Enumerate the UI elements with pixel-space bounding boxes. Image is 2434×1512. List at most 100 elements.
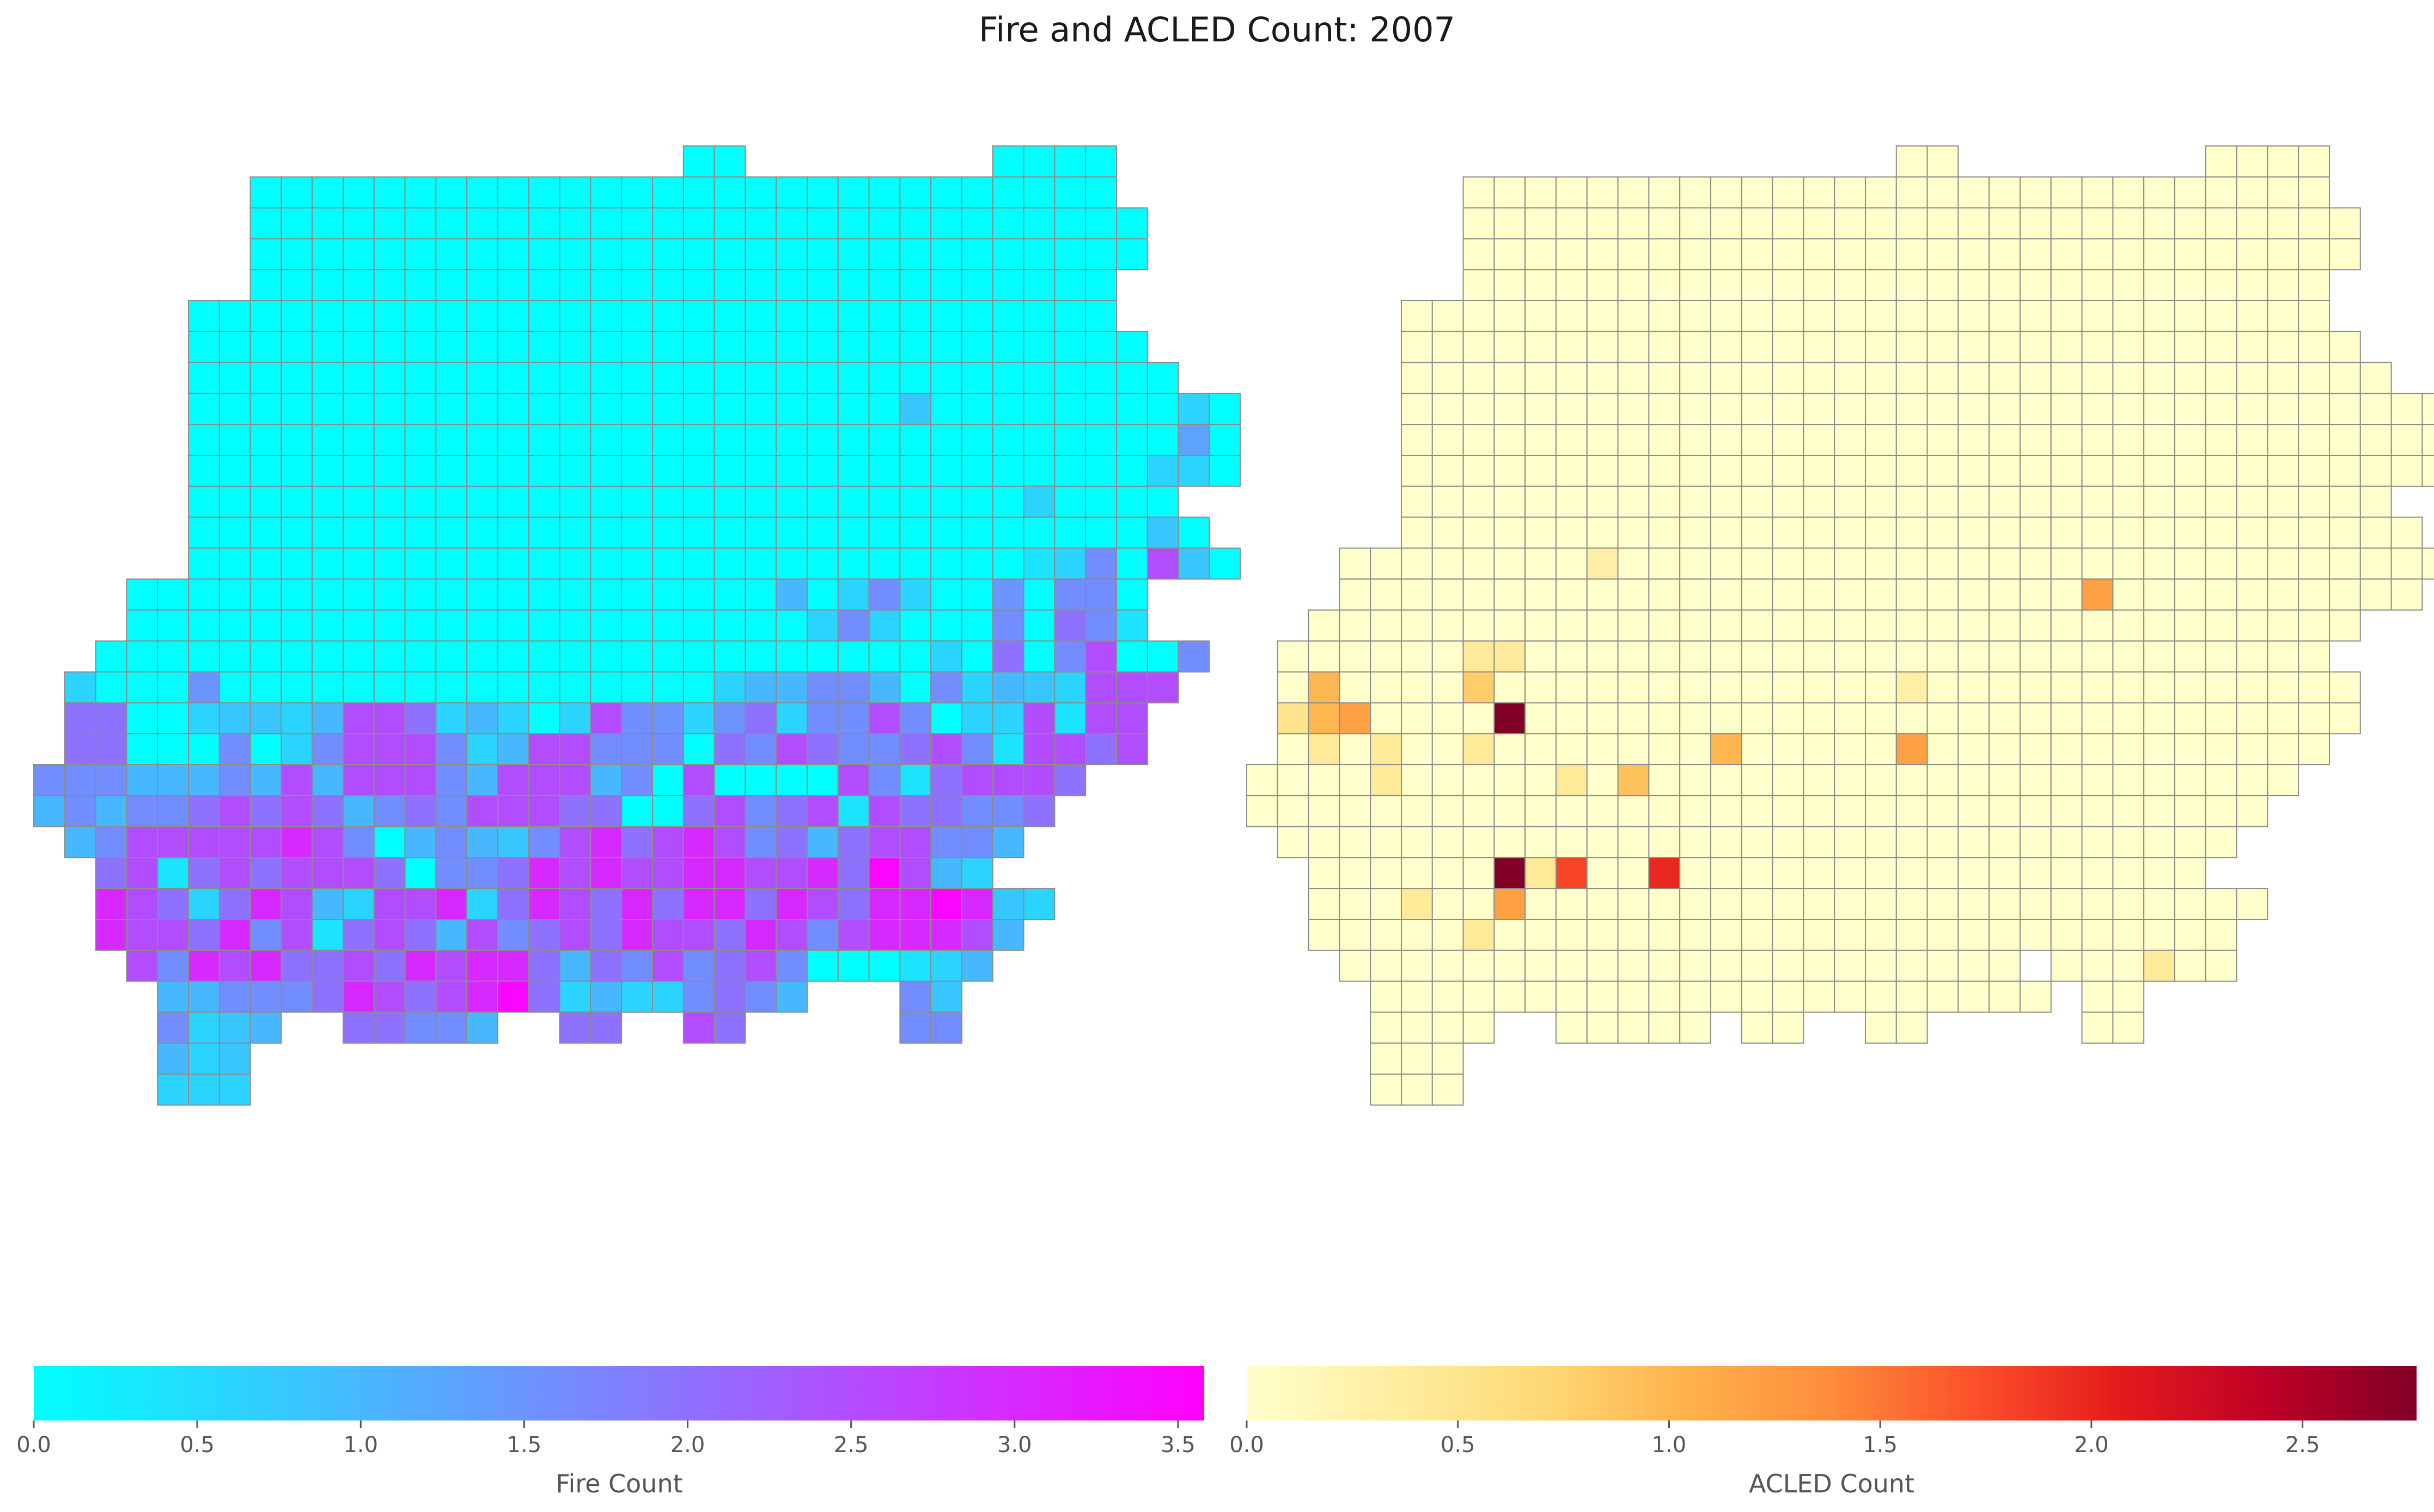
fire-cell	[1146, 485, 1179, 518]
acled-cell	[2050, 516, 2083, 549]
fire-cell	[1116, 455, 1148, 487]
acled-cell	[1493, 640, 1526, 673]
acled-cell	[1895, 702, 1928, 735]
acled-cell	[1772, 578, 1804, 611]
fire-cell	[868, 733, 901, 765]
fire-cell	[343, 393, 375, 425]
fire-cell	[713, 424, 746, 456]
acled-cell	[1401, 331, 1433, 363]
acled-cell	[1462, 795, 1495, 827]
fire-cell	[528, 764, 560, 796]
fire-cell	[188, 547, 220, 580]
acled-cell	[1772, 300, 1804, 332]
acled-cell	[2112, 393, 2145, 425]
acled-cell	[1957, 516, 1990, 549]
fire-cell	[280, 609, 313, 642]
acled-cell	[1308, 826, 1340, 858]
fire-cell	[992, 578, 1024, 611]
acled-cell	[1988, 269, 2021, 302]
acled-cell	[2081, 269, 2114, 302]
fire-cell	[807, 547, 839, 580]
fire-cell	[528, 516, 560, 549]
acled-cell	[1493, 300, 1526, 332]
fire-cell	[218, 671, 251, 704]
fire-cell	[776, 609, 808, 642]
fire-cell	[157, 733, 190, 765]
acled-cell	[1834, 269, 1866, 302]
fire-cell	[280, 764, 313, 796]
acled-cell	[1339, 702, 1371, 735]
acled-cell	[1988, 578, 2021, 611]
acled-cell	[1741, 702, 1773, 735]
acled-cell	[1586, 547, 1619, 580]
fire-cell	[373, 362, 406, 394]
acled-cell	[2421, 424, 2434, 456]
acled-cell	[1339, 733, 1371, 765]
acled-colorbar-label: ACLED Count	[1749, 1469, 1914, 1498]
acled-cell	[2174, 764, 2206, 796]
acled-cell	[2298, 733, 2331, 765]
acled-cell	[1803, 269, 1835, 302]
fire-cell	[559, 269, 591, 302]
acled-cell	[1710, 362, 1742, 394]
fire-cell	[961, 176, 993, 209]
acled-cell	[1617, 238, 1650, 271]
acled-cell	[1679, 857, 1711, 889]
fire-cell	[590, 238, 623, 271]
acled-cell	[1679, 362, 1711, 394]
fire-cell	[1146, 516, 1179, 549]
acled-cell	[2421, 455, 2434, 487]
fire-cell	[95, 826, 127, 858]
acled-cell	[1772, 362, 1804, 394]
fire-cell	[188, 671, 220, 704]
fire-cell	[126, 795, 158, 827]
fire-cell	[312, 888, 344, 920]
fire-cell	[373, 1011, 406, 1044]
acled-cell	[2267, 671, 2299, 704]
acled-cell	[1617, 516, 1650, 549]
fire-cell	[899, 919, 932, 951]
fire-cell	[373, 176, 406, 209]
acled-cell	[2020, 485, 2052, 518]
fire-cell	[312, 857, 344, 889]
fire-cell	[682, 238, 715, 271]
acled-cell	[2298, 702, 2331, 735]
fire-cell	[899, 547, 932, 580]
fire-cell	[559, 455, 591, 487]
acled-cell	[2205, 145, 2237, 178]
fire-cell	[157, 764, 190, 796]
fire-cell	[218, 516, 251, 549]
fire-cell	[590, 888, 623, 920]
fire-cell	[776, 176, 808, 209]
acled-cell	[2329, 238, 2361, 271]
acled-cell	[2112, 609, 2145, 642]
acled-cell	[2050, 888, 2083, 920]
fire-cell	[126, 578, 158, 611]
fire-cell	[126, 733, 158, 765]
acled-cell	[1803, 176, 1835, 209]
fire-cell	[930, 826, 962, 858]
acled-cell	[2081, 455, 2114, 487]
fire-cell	[343, 671, 375, 704]
fire-cell	[1054, 609, 1087, 642]
acled-cell	[2329, 455, 2361, 487]
chart-title: Fire and ACLED Count: 2007	[979, 10, 1455, 50]
fire-cell	[745, 826, 777, 858]
fire-cell	[497, 207, 529, 240]
acled-cell	[1586, 238, 1619, 271]
acled-cell	[1462, 547, 1495, 580]
fire-cell	[343, 888, 375, 920]
acled-cell	[2236, 362, 2268, 394]
fire-cell	[868, 547, 901, 580]
fire-cell	[961, 516, 993, 549]
fire-cell	[373, 826, 406, 858]
acled-cell	[1462, 300, 1495, 332]
acled-cell	[1462, 424, 1495, 456]
acled-cell	[1865, 455, 1897, 487]
fire-cell	[621, 609, 653, 642]
fire-cell	[807, 857, 839, 889]
fire-cell	[497, 269, 529, 302]
fire-cell	[435, 949, 468, 982]
acled-cell	[1339, 764, 1371, 796]
fire-cell	[745, 609, 777, 642]
